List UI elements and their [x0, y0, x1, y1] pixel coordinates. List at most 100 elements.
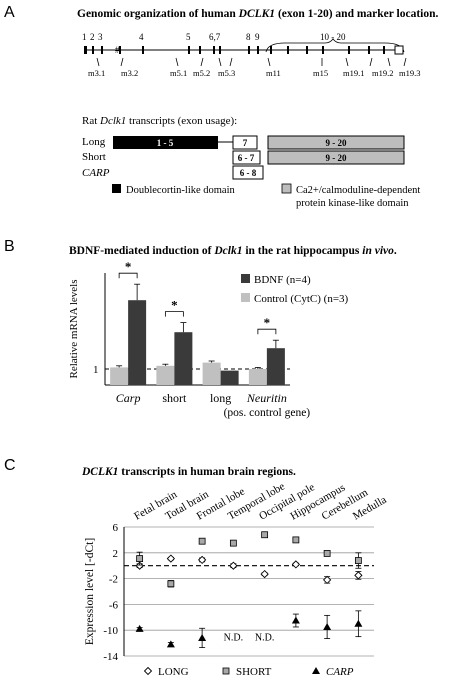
long-point	[260, 569, 269, 579]
exon-label: 10 - 20	[320, 32, 346, 42]
marker-label: m19.1	[343, 68, 365, 78]
marker-label: m19.3	[399, 68, 421, 78]
significance-bracket	[257, 328, 277, 335]
domain-legend: Doublecortin-like domain Ca2+/calmodulin…	[112, 183, 420, 209]
bar	[128, 300, 147, 385]
short-point	[229, 539, 237, 547]
y-tick-label: -2	[109, 574, 118, 586]
exon-label: 5	[186, 32, 191, 42]
long-point	[229, 561, 238, 570]
marker-label: m5.1	[170, 68, 187, 78]
short-point	[167, 580, 175, 588]
panel-a-title: Genomic organization of human DCLK1 (exo…	[77, 8, 439, 20]
marker-label: m5.3	[218, 68, 235, 78]
exon-label: 3	[98, 32, 103, 42]
exon-labels: 1 2 3 4 5 6,7 8 9 10 - 20	[82, 32, 346, 42]
significance-star: *	[171, 298, 178, 313]
long-point	[354, 571, 363, 580]
legend-swatch	[241, 274, 250, 283]
exon-label: 9	[255, 32, 260, 42]
transcript-label: Short	[82, 151, 106, 163]
exon-box-label: 9 - 20	[326, 138, 347, 148]
panel-c-title: DCLK1 transcripts in human brain regions…	[81, 466, 296, 478]
exon-box-label: 7	[243, 138, 248, 148]
carp-point	[198, 633, 207, 641]
y-tick-label: 6	[113, 522, 119, 534]
short-point	[292, 536, 300, 544]
panel-b-title: BDNF-mediated induction of Dclk1 in the …	[69, 245, 397, 257]
significance-bracket	[118, 272, 138, 279]
transcript-short: Short 6 - 7 9 - 20	[82, 150, 405, 165]
y-tick-label: -14	[103, 651, 118, 663]
bar-chart: 1 Relative mRNA levels * Carp * short long * Neu…	[68, 259, 349, 419]
legend-swatch	[241, 293, 250, 302]
panel-c-letter: C	[4, 457, 16, 474]
category-label: Neuritin	[246, 391, 287, 405]
y-axis-label: Expression level [-dCt]	[84, 538, 96, 645]
exon-label: 1	[82, 32, 87, 42]
kinase-label-2: protein kinase-like domain	[296, 198, 409, 209]
long-point	[166, 554, 176, 563]
long-point	[135, 561, 144, 570]
short-point	[136, 555, 144, 563]
panel-c: C DCLK1 transcripts in human brain regio…	[4, 457, 389, 678]
carp-point	[166, 640, 175, 648]
rat-transcripts-title: Rat Dclk1 transcripts (exon usage):	[82, 115, 237, 127]
panel-b-letter: B	[4, 238, 15, 255]
transcript-long: Long 1 - 5 7 9 - 20	[82, 135, 405, 150]
legend-label: BDNF (n=4)	[254, 274, 311, 286]
marker-label: m11	[266, 68, 281, 78]
category-label: long	[210, 391, 231, 405]
carp-point	[323, 622, 332, 630]
significance-star: *	[125, 259, 132, 274]
bar	[156, 365, 175, 385]
marker-label: m19.2	[372, 68, 394, 78]
category-note: (pos. control gene)	[224, 407, 311, 419]
bar	[220, 370, 239, 385]
carp-point	[312, 667, 320, 674]
y-tick-label: -10	[103, 625, 118, 637]
carp-point	[291, 616, 300, 624]
kinase-swatch	[281, 183, 292, 194]
marker-label: m15	[313, 68, 328, 78]
short-point	[261, 531, 269, 539]
y-tick-label: -6	[109, 599, 119, 611]
long-point	[143, 666, 153, 676]
not-detected-label: N.D.	[255, 633, 274, 644]
transcript-label: CARP	[82, 167, 110, 179]
transcript-label: Long	[82, 136, 106, 148]
marker-label: m3.1	[88, 68, 105, 78]
exon-10-20-brace	[265, 38, 405, 53]
bar	[110, 367, 129, 385]
exon-label: 8	[246, 32, 251, 42]
carp-point	[354, 619, 363, 627]
marker-label: m5.2	[193, 68, 210, 78]
bar	[174, 332, 193, 385]
last-exon	[394, 45, 404, 55]
panel-b: B BDNF-mediated induction of Dclk1 in th…	[4, 238, 397, 419]
transcript-carp: CARP 6 - 8	[82, 165, 264, 180]
marker-labels: m3.1 m3.2 m5.1 m5.2 m5.3 m11 m15 m19.1 m…	[88, 68, 421, 78]
category-label: Carp	[116, 391, 141, 405]
marker-ticks	[96, 57, 407, 67]
exon-box-label: 9 - 20	[326, 153, 347, 163]
bar	[248, 369, 267, 385]
short-point	[323, 550, 331, 557]
legend-label: Control (CytC) (n=3)	[254, 293, 349, 305]
exon-box-label: 6 - 8	[240, 168, 257, 178]
y-axis-label: Relative mRNA levels	[68, 280, 80, 379]
exon-label: 4	[139, 32, 144, 42]
dcx-swatch	[112, 184, 121, 193]
exon-marks	[84, 46, 385, 54]
hash-mark: #	[115, 45, 120, 55]
category-label: short	[162, 391, 187, 405]
short-point	[354, 557, 362, 564]
carp-point	[135, 624, 144, 632]
y-tick-label: 2	[113, 548, 119, 560]
long-point	[197, 555, 207, 565]
not-detected-label: N.D.	[224, 633, 243, 644]
long-point	[322, 575, 332, 585]
significance-star: *	[264, 315, 271, 330]
panel-a: A Genomic organization of human DCLK1 (e…	[4, 4, 439, 209]
